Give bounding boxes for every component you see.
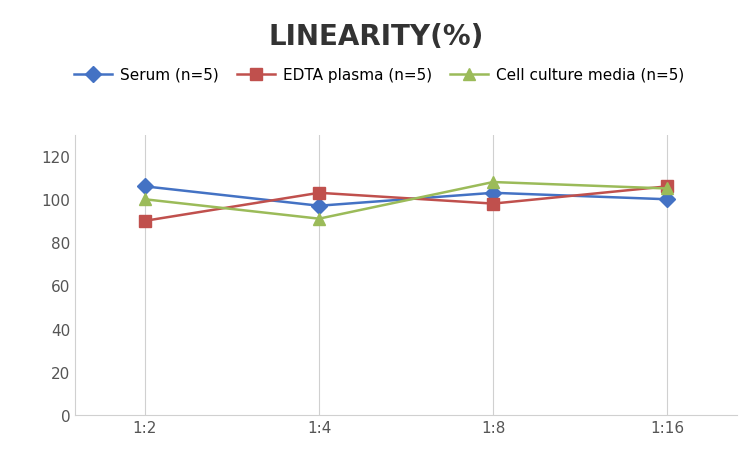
EDTA plasma (n=5) (314, 191, 323, 196)
Cell culture media (n=5) (141, 197, 150, 202)
Legend: Serum (n=5), EDTA plasma (n=5), Cell culture media (n=5): Serum (n=5), EDTA plasma (n=5), Cell cul… (68, 62, 690, 89)
EDTA plasma (n=5) (663, 184, 672, 189)
Cell culture media (n=5) (314, 216, 323, 222)
EDTA plasma (n=5) (141, 219, 150, 224)
Cell culture media (n=5) (489, 180, 498, 185)
Serum (n=5) (314, 203, 323, 209)
Line: Serum (n=5): Serum (n=5) (139, 181, 673, 212)
Serum (n=5) (141, 184, 150, 189)
Line: EDTA plasma (n=5): EDTA plasma (n=5) (139, 181, 673, 227)
Cell culture media (n=5) (663, 186, 672, 192)
Serum (n=5) (663, 197, 672, 202)
Line: Cell culture media (n=5): Cell culture media (n=5) (139, 177, 673, 225)
Serum (n=5) (489, 191, 498, 196)
Text: LINEARITY(%): LINEARITY(%) (268, 23, 484, 51)
EDTA plasma (n=5) (489, 202, 498, 207)
